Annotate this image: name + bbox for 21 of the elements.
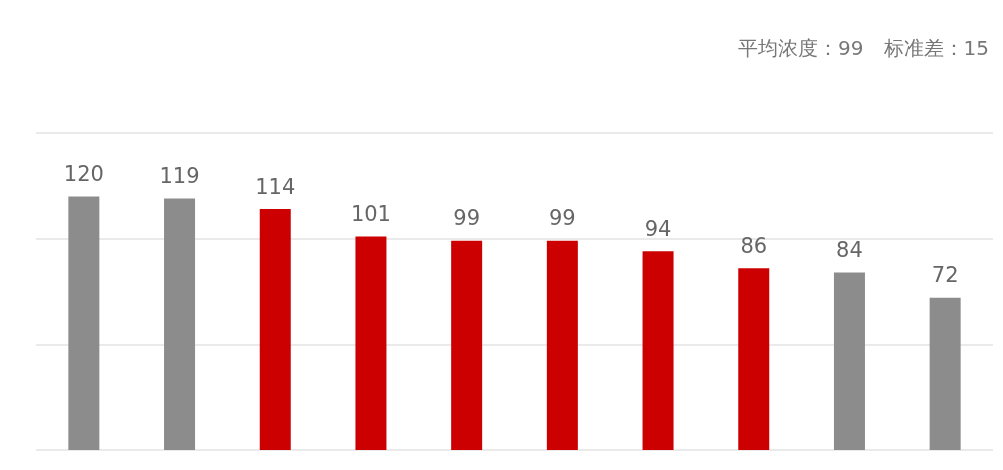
bar — [738, 268, 770, 450]
data-label: 114 — [255, 174, 296, 199]
data-label: 72 — [931, 263, 959, 288]
bar — [355, 236, 387, 450]
data-label: 99 — [548, 206, 576, 231]
text: 平均浓度：99 标准差：15 — [738, 36, 990, 60]
data-label: 101 — [350, 202, 391, 227]
data-label: 119 — [159, 164, 200, 189]
data-label: 84 — [836, 237, 863, 262]
bar — [546, 240, 578, 450]
data-label: 94 — [644, 216, 672, 241]
bar — [833, 272, 865, 450]
data-label: 86 — [740, 233, 768, 258]
bar — [164, 198, 196, 450]
bar — [642, 251, 674, 450]
bar — [929, 297, 961, 450]
data-label: 99 — [453, 206, 481, 231]
bar — [259, 209, 291, 450]
bar — [451, 240, 483, 450]
bar — [68, 196, 100, 450]
data-label: 120 — [63, 161, 104, 186]
